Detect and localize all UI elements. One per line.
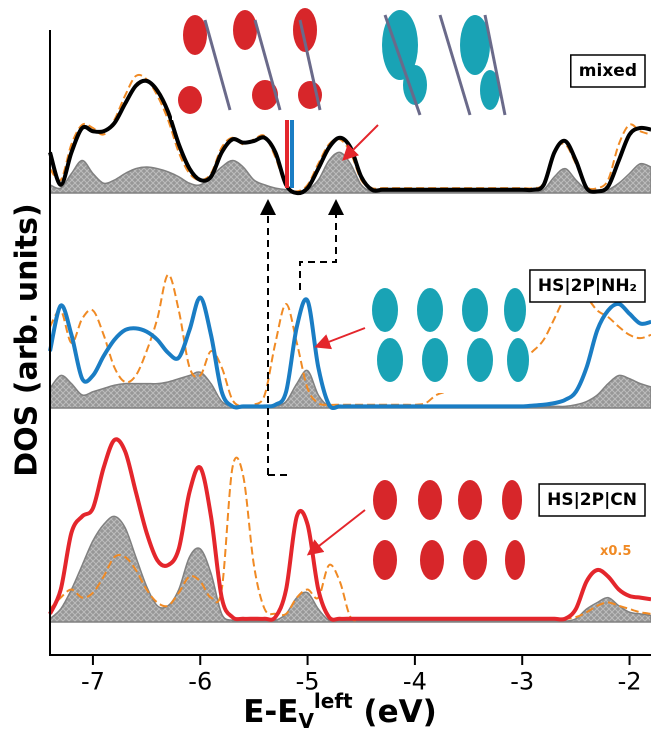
- level-bar: [290, 120, 294, 188]
- inset-mixed-red: [172, 8, 327, 120]
- x-label-sup: left: [314, 689, 353, 713]
- arrow: [318, 328, 365, 346]
- dos-area-overlay: [50, 152, 651, 193]
- x-tick-label: -5: [296, 668, 320, 696]
- x-label-part: E-E: [243, 694, 298, 730]
- guide-arrow: [300, 203, 336, 290]
- x-axis-label: E-EVleft (eV): [243, 689, 437, 733]
- plot-area: [50, 75, 651, 622]
- x-tick-label: -6: [188, 668, 212, 696]
- inset-nh2: [365, 278, 530, 393]
- x-tick-label: -4: [403, 668, 427, 696]
- arrow: [310, 510, 365, 553]
- scale-note: x0.5: [600, 544, 631, 559]
- chart: DOS (arb. units) E-EVleft (eV) mixed HS|2…: [0, 0, 651, 734]
- x-label-sub: V: [298, 709, 314, 733]
- inset-cn: [365, 458, 525, 598]
- x-label-part: (eV): [353, 694, 437, 730]
- arrow: [345, 125, 378, 158]
- guide-arrow: [268, 203, 290, 475]
- inset-mixed-cyan: [370, 8, 505, 123]
- level-bar: [285, 120, 289, 188]
- panel-label: HS|2P|CN: [547, 490, 637, 510]
- x-tick-label: -7: [81, 668, 105, 696]
- x-tick-label: -2: [618, 668, 642, 696]
- x-tick-label: -3: [510, 668, 534, 696]
- panel-label: HS|2P|NH₂: [538, 276, 637, 296]
- panel-label: mixed: [579, 61, 637, 81]
- y-axis-label: DOS (arb. units): [10, 203, 45, 476]
